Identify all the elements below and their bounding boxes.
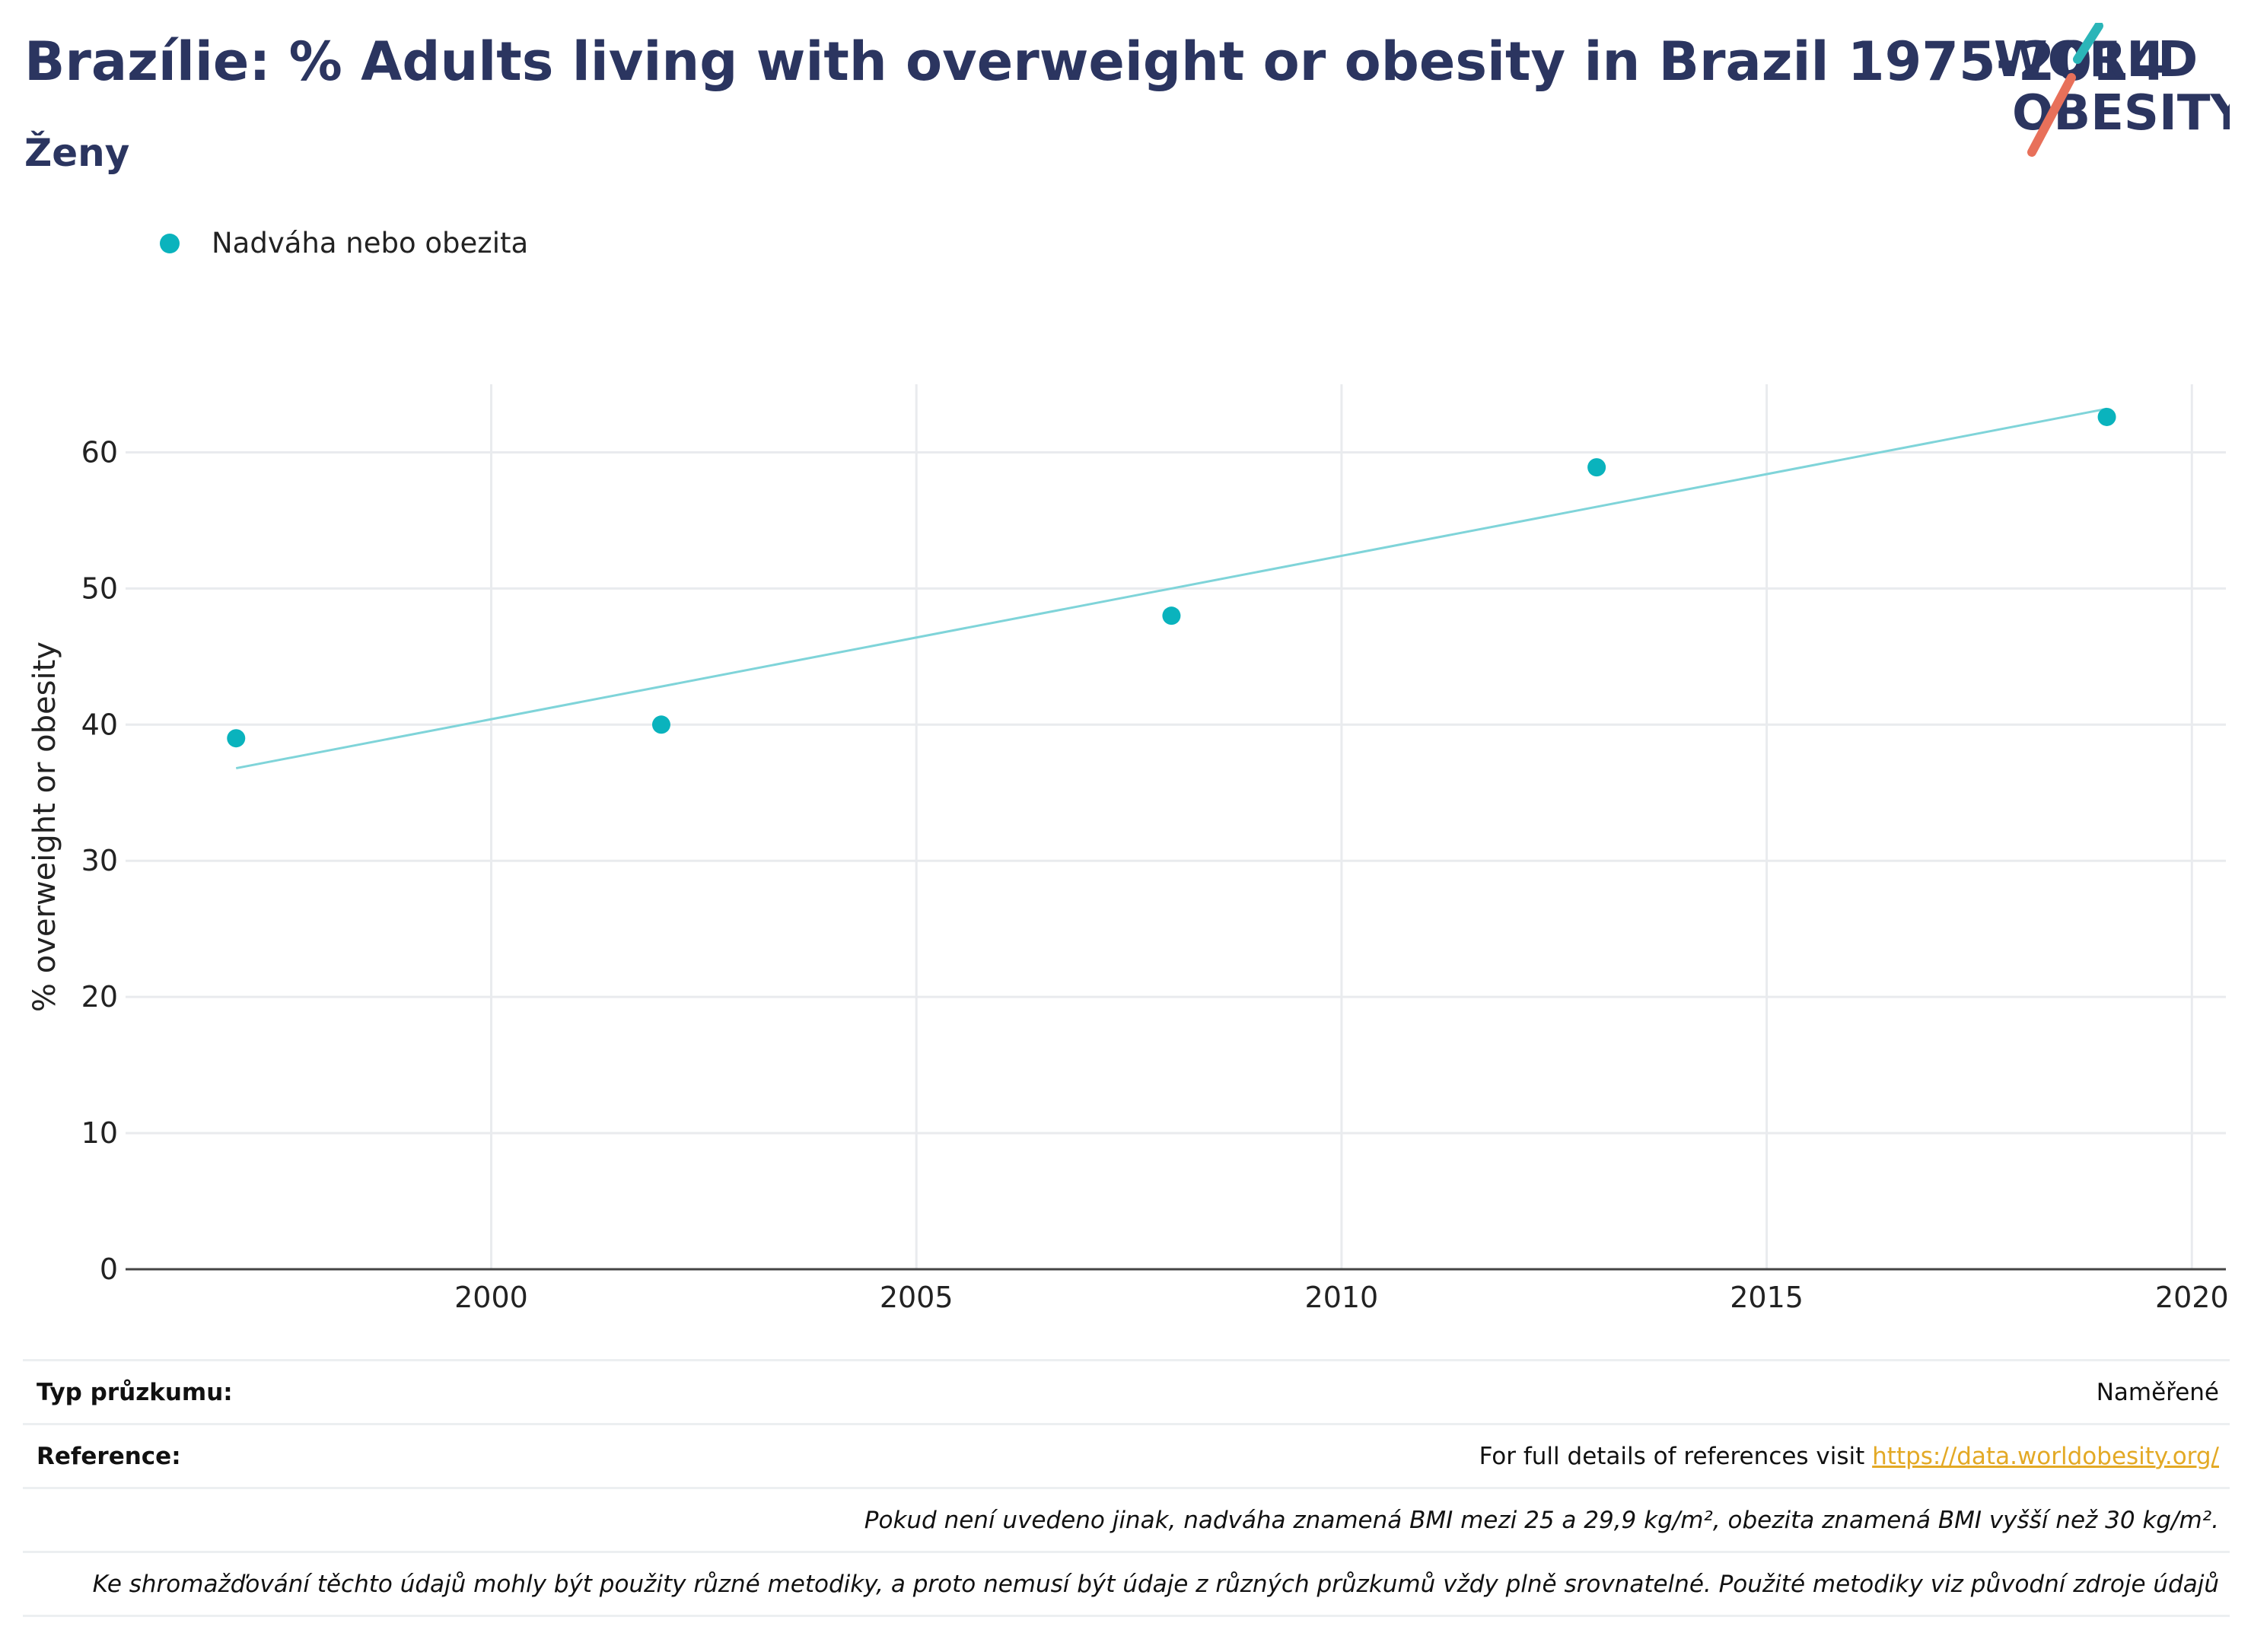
- trendline: [235, 407, 2107, 770]
- x-tick-label: 2010: [1305, 1281, 1379, 1314]
- footer-row-bmi-note: Pokud není uvedeno jinak, nadváha znamen…: [23, 1487, 2230, 1551]
- y-tick-label: 10: [81, 1116, 118, 1150]
- legend-marker: [160, 233, 180, 253]
- y-tick-label: 20: [81, 980, 118, 1014]
- footer-row-reference: Reference: For full details of reference…: [23, 1423, 2230, 1487]
- chart-title: Brazílie: % Adults living with overweigh…: [24, 30, 2167, 93]
- x-tick-label: 2020: [2155, 1281, 2229, 1314]
- survey-type-value: Naměřené: [2096, 1378, 2219, 1406]
- world-obesity-logo: WORLD OBESITY: [1994, 23, 2230, 157]
- x-tick-label: 2005: [880, 1281, 954, 1314]
- x-tick-label: 2015: [1730, 1281, 1804, 1314]
- scatter-chart: 2000 2005 2010 2015 2020 0 10 20 30 40 50 60 % ove…: [27, 384, 2229, 1314]
- logo-slash-red: [2027, 73, 2076, 157]
- chart-subtitle: Ženy: [24, 131, 130, 175]
- x-tick-labels: 2000 2005 2010 2015 2020: [454, 1281, 2229, 1314]
- data-point: [2097, 407, 2116, 426]
- x-tick-label: 2000: [454, 1281, 528, 1314]
- grid: [126, 384, 2226, 1269]
- footer-row-methods-note: Ke shromažďování těchto údajů mohly být …: [23, 1551, 2230, 1617]
- data-point: [227, 729, 246, 748]
- footer-row-survey: Typ průzkumu: Naměřené: [23, 1359, 2230, 1423]
- y-axis-label: % overweight or obesity: [27, 641, 62, 1012]
- reference-value: For full details of references visit htt…: [1479, 1443, 2219, 1470]
- y-tick-label: 0: [100, 1253, 118, 1286]
- reference-link[interactable]: https://data.worldobesity.org/: [1872, 1442, 2219, 1470]
- reference-text: For full details of references visit: [1479, 1442, 1865, 1470]
- y-tick-label: 50: [81, 571, 118, 605]
- bmi-note: Pokud není uvedeno jinak, nadváha znamen…: [864, 1506, 2219, 1534]
- points-group: [227, 407, 2116, 748]
- reference-label: Reference:: [37, 1442, 181, 1470]
- data-point: [651, 715, 670, 734]
- logo-slash-teal: [2073, 23, 2103, 64]
- trendline-group: [235, 407, 2107, 770]
- methods-note: Ke shromažďování těchto údajů mohly být …: [92, 1570, 2219, 1598]
- logo-text-world: WORLD: [1994, 32, 2198, 88]
- legend-label: Nadváha nebo obezita: [212, 227, 529, 259]
- survey-type-label: Typ průzkumu:: [37, 1378, 233, 1406]
- chart-legend[interactable]: Nadváha nebo obezita: [160, 227, 528, 259]
- chart-footer: Typ průzkumu: Naměřené Reference: For fu…: [23, 1359, 2230, 1617]
- y-tick-label: 60: [81, 435, 118, 469]
- y-tick-label: 40: [81, 708, 118, 741]
- y-tick-labels: 0 10 20 30 40 50 60: [81, 435, 118, 1286]
- y-tick-label: 30: [81, 844, 118, 877]
- data-point: [1587, 458, 1606, 477]
- data-point: [1162, 606, 1181, 625]
